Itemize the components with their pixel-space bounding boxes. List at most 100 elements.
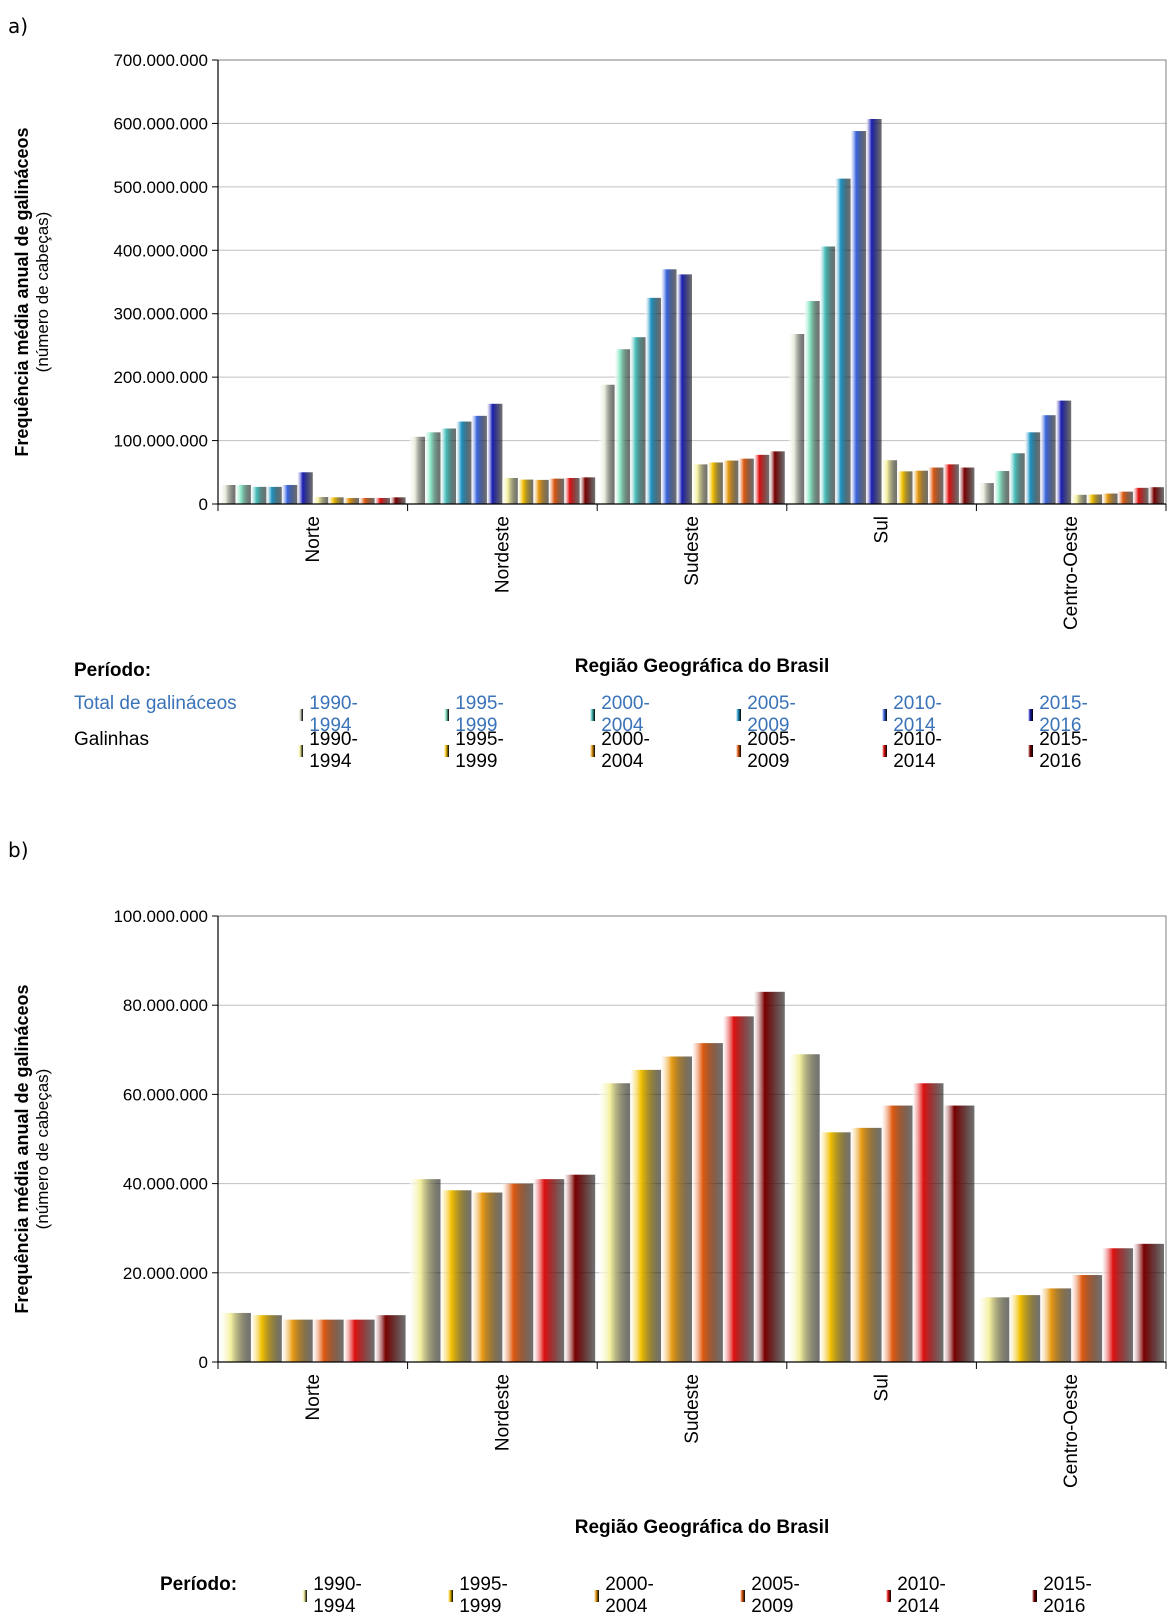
legend-item: 2015-2016 [1028,729,1092,773]
legend-swatch [882,745,888,757]
y-tick-label: 500.000.000 [113,178,208,197]
legend-item: 2000-2004 [594,1574,658,1618]
bar [1040,1288,1072,1362]
bar [374,497,391,504]
y-axis-subtitle: (número de cabeças) [33,1069,52,1230]
bar [579,477,596,504]
legend-swatch [302,1590,308,1602]
bar [359,497,375,504]
legend-item: 1995-1999 [444,693,508,737]
bar [328,497,344,504]
y-tick-label: 700.000.000 [113,51,208,70]
bar [564,477,580,504]
y-tick-label: 200.000.000 [113,368,208,387]
bar [661,269,677,504]
y-tick-label: 300.000.000 [113,305,208,324]
bar [769,451,785,504]
legend-swatch [298,709,304,721]
legend-label: 1990-1994 [313,1574,362,1617]
bar [1102,1248,1134,1362]
bar [486,403,503,504]
legend-item: 2005-2009 [736,693,800,737]
bar [374,1315,406,1362]
bar [866,118,882,504]
legend-swatch [1028,745,1034,757]
legend-label: 1990-1994 [309,729,358,772]
bar [630,337,646,504]
bar [1133,1243,1164,1362]
bar [564,1174,596,1362]
bar [220,1312,251,1362]
bar [440,428,456,504]
y-tick-label: 80.000.000 [123,996,208,1015]
y-tick-label: 40.000.000 [123,1175,208,1194]
y-tick-label: 0 [199,495,208,514]
legend-label: 2000-2004 [601,729,650,772]
x-axis-title: Região Geográfica do Brasil [575,656,829,677]
bar [250,1315,282,1362]
chart-b: 0 20.000.000 40.000.000 60.000.000 80.000.00… [12,907,1167,1538]
bar [614,349,631,504]
bar [1009,1295,1041,1362]
bar [850,131,867,504]
bar [753,991,785,1362]
bar [850,1127,882,1362]
bar [471,415,487,504]
bar [722,1016,754,1362]
bar [1055,400,1072,504]
legend-swatch [298,745,304,757]
bar [456,421,472,504]
legend-a-title: Período: [74,660,152,681]
bar [881,1105,913,1362]
legend-swatch [886,1590,892,1602]
legend-item: 1990-1994 [302,1574,366,1618]
x-tick-label: Sul [872,516,893,543]
bar [250,486,267,504]
chart-a: 0 100.000.000 200.000.000 300.000.000 400.00… [12,51,1167,677]
legend-label: 2005-2009 [747,693,796,736]
bar [661,1056,692,1362]
bar [978,483,994,504]
legend-a-row-total-name: Total de galináceos [74,693,237,714]
x-tick-label: Norte [303,516,324,562]
bar [819,246,836,505]
legend-item: 1995-1999 [448,1574,512,1618]
bar [1102,493,1118,504]
x-axis-title: Região Geográfica do Brasil [575,1517,829,1538]
bar [993,471,1010,504]
legend-label: 2005-2009 [751,1574,800,1617]
bar [912,470,928,504]
bar [235,484,251,504]
y-tick-label: 100.000.000 [113,907,208,926]
legend-item: 2010-2014 [882,693,946,737]
legend-a-row-total: Total de galináceos [74,693,237,715]
legend-label: 1995-1999 [459,1574,508,1617]
legend-swatch [740,1590,746,1602]
legend-label: 2000-2004 [601,693,650,736]
legend-item: 2000-2004 [590,693,654,737]
bar [978,1297,1010,1362]
bar [835,178,851,504]
legend-label: 2005-2009 [747,729,796,772]
legend-label: 2015-2016 [1039,729,1088,772]
panel-b-label: b) [8,838,29,862]
legend-swatch [444,709,450,721]
bar [1117,491,1134,504]
bar [533,1179,565,1362]
x-tick-label: Nordeste [492,1374,513,1451]
bar [220,484,236,504]
bar [788,1054,820,1362]
bar [425,432,441,504]
legend-label: 1995-1999 [455,693,504,736]
bar [881,460,898,504]
bar [692,1043,723,1362]
bar [409,436,426,504]
bar [630,1069,662,1362]
bar [958,467,975,504]
bar [343,1319,375,1362]
legend-a-row-galinhas: Galinhas [74,729,149,751]
bar [502,477,518,504]
legend-b-title: Período: [160,1574,238,1595]
legend-item: 2005-2009 [736,729,800,773]
y-axis-title: Frequência média anual de galináceos [12,984,32,1313]
